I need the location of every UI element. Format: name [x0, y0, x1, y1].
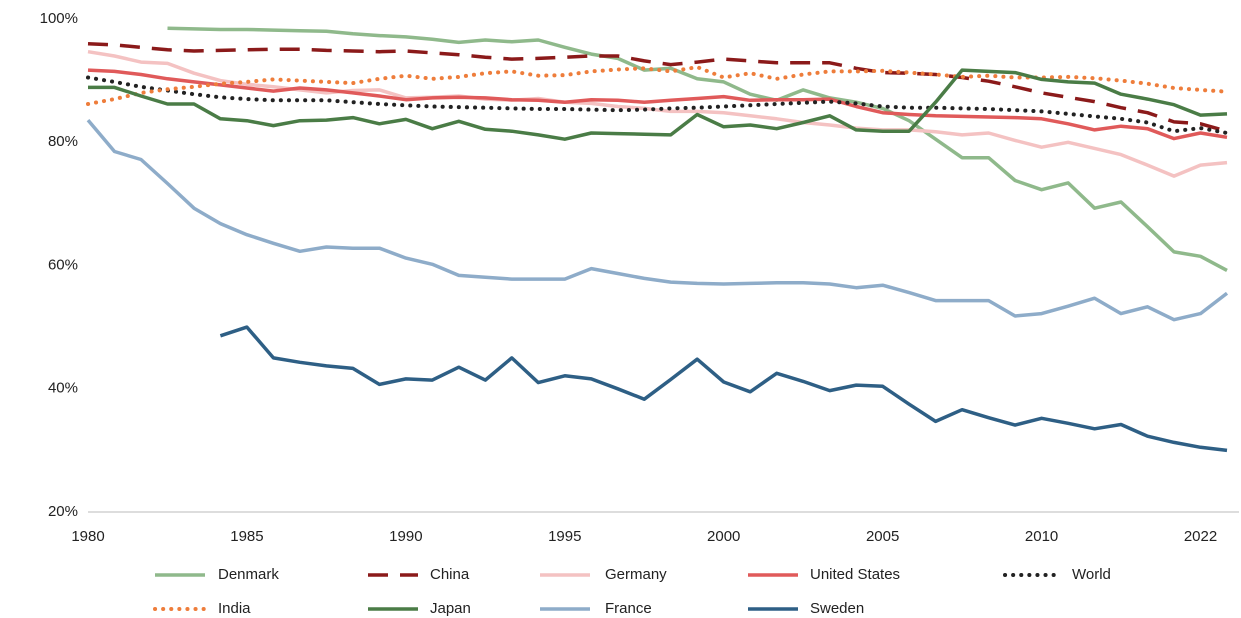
x-tick-label: 1985 — [230, 528, 263, 545]
legend-label: World — [1072, 566, 1111, 583]
y-tick-label: 100% — [40, 10, 78, 27]
legend-label: Germany — [605, 566, 667, 583]
y-tick-label: 20% — [48, 503, 78, 520]
legend-label: Japan — [430, 600, 471, 617]
series-line — [86, 118, 1229, 322]
series-line — [87, 68, 1228, 141]
legend-label: Denmark — [218, 566, 279, 583]
x-tick-label: 1995 — [548, 528, 581, 545]
legend-label: India — [218, 600, 251, 617]
x-tick-label: 2010 — [1025, 528, 1058, 545]
x-tick-label: 2005 — [866, 528, 899, 545]
legend-label: United States — [810, 566, 900, 583]
series-line — [167, 26, 1228, 272]
series-line — [87, 41, 1228, 133]
series-line — [219, 325, 1228, 453]
legend-label: France — [605, 600, 652, 617]
y-tick-label: 40% — [48, 380, 78, 397]
x-tick-label: 1990 — [389, 528, 422, 545]
series-line — [87, 49, 1228, 178]
x-tick-label: 2000 — [707, 528, 740, 545]
x-tick-label: 2022 — [1184, 528, 1217, 545]
legend-label: China — [430, 566, 470, 583]
x-tick-label: 1980 — [71, 528, 104, 545]
y-tick-label: 60% — [48, 256, 78, 273]
legend-label: Sweden — [810, 600, 864, 617]
y-tick-label: 80% — [48, 133, 78, 150]
series-line — [88, 68, 1228, 141]
